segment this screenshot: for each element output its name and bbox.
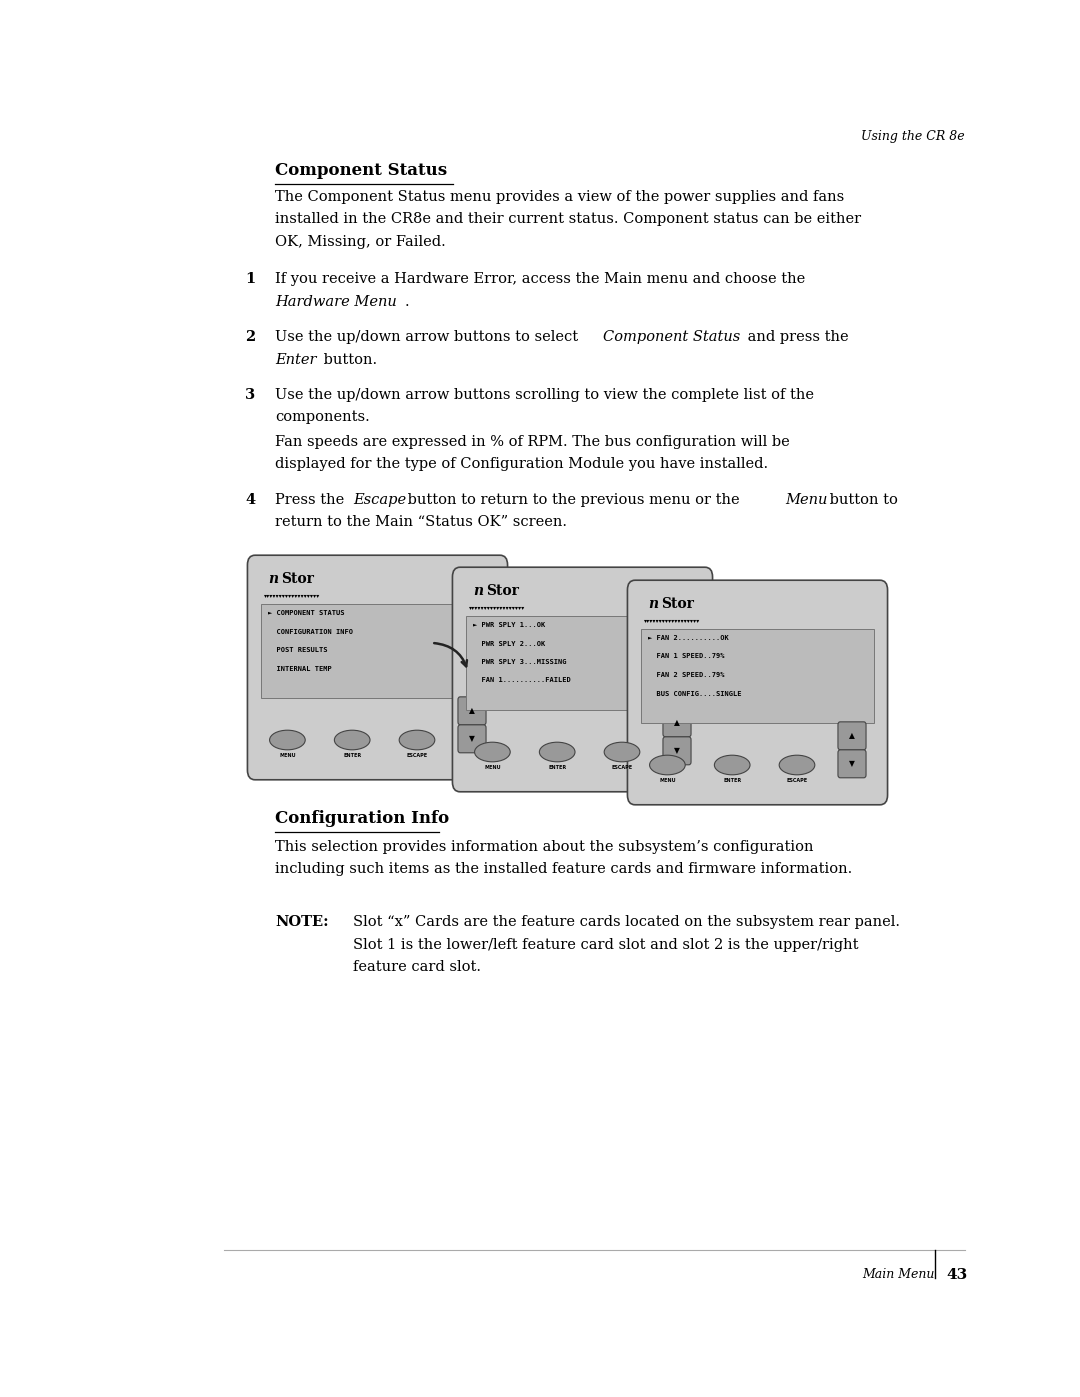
- Text: Press the: Press the: [275, 493, 349, 507]
- Text: Main Menu: Main Menu: [863, 1268, 935, 1281]
- Text: PWR SPLY 2...OK: PWR SPLY 2...OK: [473, 640, 545, 647]
- Ellipse shape: [779, 756, 814, 775]
- FancyBboxPatch shape: [642, 629, 874, 722]
- Text: If you receive a Hardware Error, access the Main menu and choose the: If you receive a Hardware Error, access …: [275, 272, 806, 286]
- FancyBboxPatch shape: [453, 567, 713, 792]
- Text: Use the up/down arrow buttons to select: Use the up/down arrow buttons to select: [275, 330, 583, 344]
- Text: Enter: Enter: [275, 352, 316, 366]
- Text: Stor: Stor: [661, 597, 693, 610]
- Ellipse shape: [400, 731, 435, 750]
- Text: CONFIGURATION INFO: CONFIGURATION INFO: [268, 629, 353, 634]
- Text: PWR SPLY 3...MISSING: PWR SPLY 3...MISSING: [473, 659, 567, 665]
- FancyBboxPatch shape: [261, 605, 494, 698]
- Text: OK, Missing, or Failed.: OK, Missing, or Failed.: [275, 235, 446, 249]
- Text: Using the CR 8e: Using the CR 8e: [862, 130, 966, 142]
- Text: Fan speeds are expressed in % of RPM. The bus configuration will be: Fan speeds are expressed in % of RPM. Th…: [275, 434, 789, 448]
- Text: Slot “x” Cards are the feature cards located on the subsystem rear panel.: Slot “x” Cards are the feature cards loc…: [353, 915, 900, 929]
- Text: components.: components.: [275, 411, 369, 425]
- Text: button.: button.: [319, 352, 377, 366]
- Text: MENU: MENU: [279, 753, 296, 757]
- Text: and press the: and press the: [743, 330, 849, 344]
- Ellipse shape: [539, 742, 575, 761]
- Text: Menu: Menu: [785, 493, 827, 507]
- Text: POST RESULTS: POST RESULTS: [268, 647, 327, 652]
- Text: 4: 4: [245, 493, 255, 507]
- Text: ▾▾▾▾▾▾▾▾▾▾▾▾▾▾▾▾▾▾: ▾▾▾▾▾▾▾▾▾▾▾▾▾▾▾▾▾▾: [469, 605, 525, 610]
- Text: ▲: ▲: [469, 707, 475, 715]
- Text: ▼: ▼: [674, 746, 680, 756]
- Text: ▾▾▾▾▾▾▾▾▾▾▾▾▾▾▾▾▾▾: ▾▾▾▾▾▾▾▾▾▾▾▾▾▾▾▾▾▾: [264, 592, 320, 598]
- Text: displayed for the type of Configuration Module you have installed.: displayed for the type of Configuration …: [275, 457, 768, 472]
- FancyBboxPatch shape: [467, 616, 699, 710]
- Text: Escape: Escape: [353, 493, 406, 507]
- Text: .: .: [405, 295, 409, 309]
- Text: button to: button to: [825, 493, 897, 507]
- Text: ▼: ▼: [849, 760, 855, 768]
- Text: installed in the CR8e and their current status. Component status can be either: installed in the CR8e and their current …: [275, 212, 861, 226]
- Text: INTERNAL TEMP: INTERNAL TEMP: [268, 665, 332, 672]
- FancyBboxPatch shape: [838, 722, 866, 750]
- Text: ► COMPONENT STATUS: ► COMPONENT STATUS: [268, 610, 345, 616]
- Text: ESCAPE: ESCAPE: [611, 764, 633, 770]
- Ellipse shape: [604, 742, 639, 761]
- Text: ▾▾▾▾▾▾▾▾▾▾▾▾▾▾▾▾▾▾: ▾▾▾▾▾▾▾▾▾▾▾▾▾▾▾▾▾▾: [644, 617, 700, 623]
- Text: ▼: ▼: [469, 735, 475, 743]
- Text: feature card slot.: feature card slot.: [353, 960, 481, 974]
- Text: ESCAPE: ESCAPE: [406, 753, 428, 757]
- Text: MENU: MENU: [484, 764, 501, 770]
- Ellipse shape: [714, 756, 750, 775]
- Ellipse shape: [474, 742, 510, 761]
- Text: ENTER: ENTER: [343, 753, 362, 757]
- Text: n: n: [268, 571, 278, 585]
- Ellipse shape: [270, 731, 306, 750]
- FancyBboxPatch shape: [838, 750, 866, 778]
- Text: ESCAPE: ESCAPE: [786, 778, 808, 782]
- Text: ENTER: ENTER: [724, 778, 741, 782]
- Text: ► PWR SPLY 1...OK: ► PWR SPLY 1...OK: [473, 622, 545, 629]
- Text: NOTE:: NOTE:: [275, 915, 328, 929]
- Text: 3: 3: [245, 388, 255, 402]
- Text: Configuration Info: Configuration Info: [275, 810, 449, 827]
- Text: FAN 1..........FAILED: FAN 1..........FAILED: [473, 678, 570, 683]
- Text: The Component Status menu provides a view of the power supplies and fans: The Component Status menu provides a vie…: [275, 190, 845, 204]
- FancyBboxPatch shape: [663, 708, 691, 736]
- Text: ▲: ▲: [849, 731, 855, 740]
- Text: n: n: [648, 597, 658, 610]
- Text: Slot 1 is the lower/left feature card slot and slot 2 is the upper/right: Slot 1 is the lower/left feature card sl…: [353, 937, 859, 951]
- Text: Stor: Stor: [281, 571, 314, 585]
- Text: 1: 1: [245, 272, 255, 286]
- FancyBboxPatch shape: [627, 580, 888, 805]
- Text: This selection provides information about the subsystem’s configuration: This selection provides information abou…: [275, 840, 813, 854]
- Ellipse shape: [335, 731, 370, 750]
- Text: FAN 2 SPEED..79%: FAN 2 SPEED..79%: [648, 672, 725, 678]
- Text: 43: 43: [946, 1268, 968, 1282]
- Text: Component Status: Component Status: [275, 162, 447, 179]
- Text: return to the Main “Status OK” screen.: return to the Main “Status OK” screen.: [275, 515, 567, 529]
- Text: Component Status: Component Status: [603, 330, 740, 344]
- Text: ▲: ▲: [674, 718, 680, 728]
- Text: ► FAN 2..........OK: ► FAN 2..........OK: [648, 636, 729, 641]
- Text: including such items as the installed feature cards and firmware information.: including such items as the installed fe…: [275, 862, 852, 876]
- FancyBboxPatch shape: [458, 725, 486, 753]
- FancyBboxPatch shape: [663, 736, 691, 764]
- Ellipse shape: [649, 756, 685, 775]
- Text: Hardware Menu: Hardware Menu: [275, 295, 396, 309]
- FancyBboxPatch shape: [458, 697, 486, 725]
- FancyBboxPatch shape: [247, 555, 508, 780]
- Text: ENTER: ENTER: [549, 764, 566, 770]
- Text: Use the up/down arrow buttons scrolling to view the complete list of the: Use the up/down arrow buttons scrolling …: [275, 388, 814, 402]
- Text: 2: 2: [245, 330, 255, 344]
- Text: Stor: Stor: [486, 584, 518, 598]
- Text: FAN 1 SPEED..79%: FAN 1 SPEED..79%: [648, 654, 725, 659]
- Text: BUS CONFIG....SINGLE: BUS CONFIG....SINGLE: [648, 690, 742, 697]
- Text: button to return to the previous menu or the: button to return to the previous menu or…: [403, 493, 744, 507]
- Text: MENU: MENU: [659, 778, 676, 782]
- Text: n: n: [473, 584, 483, 598]
